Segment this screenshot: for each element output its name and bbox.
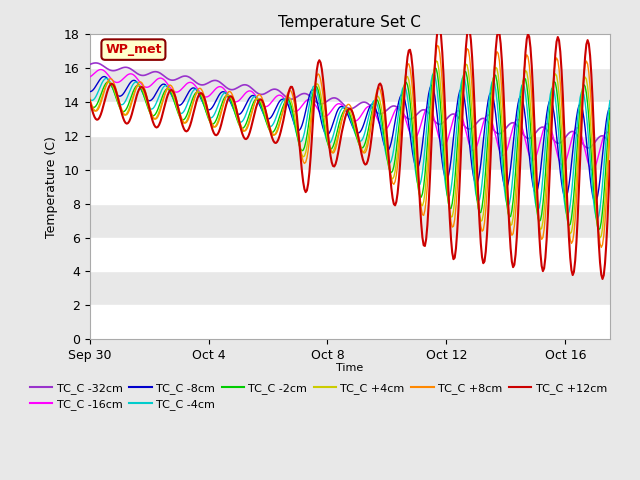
TC_C +4cm (343, 106, 351, 111)
Line: TC_C -2cm: TC_C -2cm (90, 68, 610, 230)
TC_C -4cm (606, 98, 614, 104)
Line: TC_C -32cm: TC_C -32cm (90, 63, 610, 148)
TC_C +12cm (103, 90, 111, 96)
TC_C -32cm (584, 145, 591, 151)
Line: TC_C -16cm: TC_C -16cm (90, 70, 610, 170)
TC_C +4cm (318, 98, 326, 104)
TC_C +8cm (343, 103, 351, 108)
TC_C +4cm (515, 130, 523, 136)
TC_C +8cm (260, 99, 268, 105)
TC_C +4cm (606, 118, 614, 124)
TC_C -16cm (606, 133, 614, 139)
Bar (90, 238, 610, 272)
TC_C -2cm (515, 115, 523, 120)
TC_C -4cm (260, 111, 268, 117)
TC_C +8cm (86, 95, 93, 100)
Line: TC_C +8cm: TC_C +8cm (90, 46, 610, 247)
TC_C -32cm (104, 66, 112, 72)
TC_C -2cm (260, 109, 268, 115)
TC_C +8cm (318, 84, 326, 89)
TC_C -2cm (318, 107, 326, 112)
TC_C -8cm (606, 105, 614, 110)
TC_C -16cm (97, 67, 104, 72)
TC_C +8cm (585, 70, 593, 76)
TC_C +4cm (432, 58, 440, 64)
TC_C +8cm (606, 130, 614, 136)
TC_C -16cm (319, 113, 327, 119)
TC_C -2cm (595, 227, 603, 233)
TC_C -4cm (594, 216, 602, 222)
TC_C -2cm (606, 108, 614, 113)
TC_C -8cm (344, 112, 352, 118)
TC_C -4cm (318, 115, 326, 120)
TC_C -32cm (92, 60, 100, 66)
TC_C +4cm (103, 81, 111, 87)
TC_C +12cm (343, 110, 351, 116)
TC_C -2cm (103, 79, 111, 85)
TC_C +4cm (86, 99, 93, 105)
TC_C +12cm (515, 183, 523, 189)
TC_C -16cm (104, 72, 112, 78)
TC_C -32cm (606, 141, 614, 147)
TC_C -16cm (344, 111, 352, 117)
TC_C -32cm (586, 144, 594, 150)
TC_C +12cm (598, 276, 606, 282)
Bar (90, 169, 610, 204)
TC_C -16cm (589, 167, 596, 173)
TC_C +8cm (597, 244, 605, 250)
TC_C -2cm (86, 100, 93, 106)
TC_C -4cm (86, 96, 93, 102)
TC_C -32cm (344, 105, 352, 111)
TC_C -4cm (515, 97, 523, 103)
TC_C -8cm (100, 73, 108, 79)
TC_C -8cm (104, 77, 112, 83)
TC_C +12cm (260, 100, 268, 106)
TC_C +4cm (596, 235, 604, 241)
TC_C -4cm (343, 106, 351, 112)
TC_C -32cm (515, 125, 523, 131)
Line: TC_C -4cm: TC_C -4cm (90, 73, 610, 219)
TC_C -8cm (585, 162, 593, 168)
Y-axis label: Temperature (C): Temperature (C) (45, 136, 58, 238)
TC_C -8cm (591, 199, 599, 205)
TC_C -2cm (585, 116, 593, 121)
TC_C -32cm (319, 101, 327, 107)
X-axis label: Time: Time (336, 363, 364, 373)
TC_C -16cm (261, 104, 269, 109)
Bar (90, 102, 610, 136)
TC_C +8cm (515, 147, 523, 153)
TC_C +8cm (103, 81, 111, 86)
TC_C +12cm (606, 158, 614, 164)
TC_C -4cm (429, 71, 437, 76)
TC_C -32cm (261, 91, 269, 96)
TC_C -4cm (103, 76, 111, 82)
TC_C +8cm (433, 43, 441, 48)
Line: TC_C -8cm: TC_C -8cm (90, 76, 610, 202)
Line: TC_C +12cm: TC_C +12cm (90, 25, 610, 279)
TC_C -8cm (515, 96, 523, 101)
TC_C +4cm (585, 96, 593, 102)
Bar (90, 305, 610, 339)
TC_C -8cm (261, 113, 269, 119)
Line: TC_C +4cm: TC_C +4cm (90, 61, 610, 238)
TC_C -32cm (86, 61, 93, 67)
TC_C -2cm (343, 106, 351, 112)
TC_C -8cm (86, 89, 93, 95)
TC_C -8cm (319, 125, 327, 131)
TC_C -2cm (431, 65, 438, 71)
TC_C +12cm (585, 41, 593, 47)
TC_C +12cm (435, 22, 442, 28)
Bar (90, 34, 610, 68)
TC_C +12cm (318, 66, 326, 72)
TC_C +4cm (260, 106, 268, 112)
TC_C +12cm (86, 97, 93, 103)
TC_C -4cm (585, 140, 593, 146)
TC_C -16cm (86, 74, 93, 80)
Legend: TC_C -32cm, TC_C -16cm, TC_C -8cm, TC_C -4cm, TC_C -2cm, TC_C +4cm, TC_C +8cm, T: TC_C -32cm, TC_C -16cm, TC_C -8cm, TC_C … (26, 378, 611, 415)
TC_C -16cm (585, 162, 593, 168)
Text: WP_met: WP_met (105, 43, 162, 56)
TC_C -16cm (515, 118, 523, 123)
Title: Temperature Set C: Temperature Set C (278, 15, 421, 30)
